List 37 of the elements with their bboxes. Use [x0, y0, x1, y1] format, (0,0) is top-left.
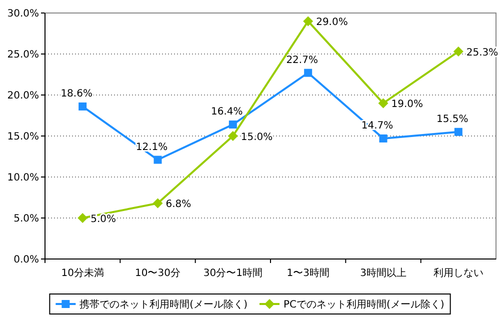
point — [152, 198, 163, 208]
x-tick-label: 利用しない — [433, 267, 484, 279]
point — [378, 98, 388, 108]
data-label: 29.0% — [316, 17, 348, 28]
y-tick-label: 0.0% — [14, 254, 39, 266]
point — [454, 128, 462, 136]
point — [78, 102, 87, 110]
y-tick-label: 25.0% — [7, 50, 39, 60]
x-tick-label: 1〜3時間 — [286, 267, 330, 279]
y-tick-label: 15.0% — [7, 132, 39, 142]
y-tick-label: 10.0% — [7, 172, 39, 184]
data-label: 5.0% — [90, 214, 116, 225]
x-tick-label: 10分未満 — [61, 267, 104, 279]
y-tick-label: 30.0% — [7, 8, 39, 20]
data-label: 15.5% — [436, 114, 468, 125]
point — [453, 46, 464, 57]
x-tick-label: 10〜30分 — [135, 267, 180, 279]
point — [228, 131, 238, 141]
point — [304, 68, 312, 77]
data-label: 18.6% — [60, 88, 92, 100]
legend-label: 携帯でのネット利用時間(メール除く) — [80, 298, 248, 310]
point — [154, 156, 162, 164]
data-label: 6.8% — [166, 199, 192, 210]
y-tick-label: 20.0% — [7, 90, 39, 102]
point — [303, 16, 314, 26]
data-label: 22.7% — [286, 54, 318, 66]
point — [379, 134, 388, 142]
point — [78, 213, 88, 223]
data-label: 19.0% — [391, 99, 424, 110]
y-tick-label: 5.0% — [14, 214, 39, 224]
data-label: 16.4% — [211, 106, 243, 118]
x-tick-label: 30分〜1時間 — [203, 267, 262, 279]
x-tick-label: 3時間以上 — [360, 267, 406, 279]
data-label: 25.3% — [466, 48, 498, 59]
legend-label: PCでのネット利用時間(メール除く) — [283, 298, 444, 310]
point — [228, 120, 237, 129]
data-label: 15.0% — [240, 132, 273, 143]
